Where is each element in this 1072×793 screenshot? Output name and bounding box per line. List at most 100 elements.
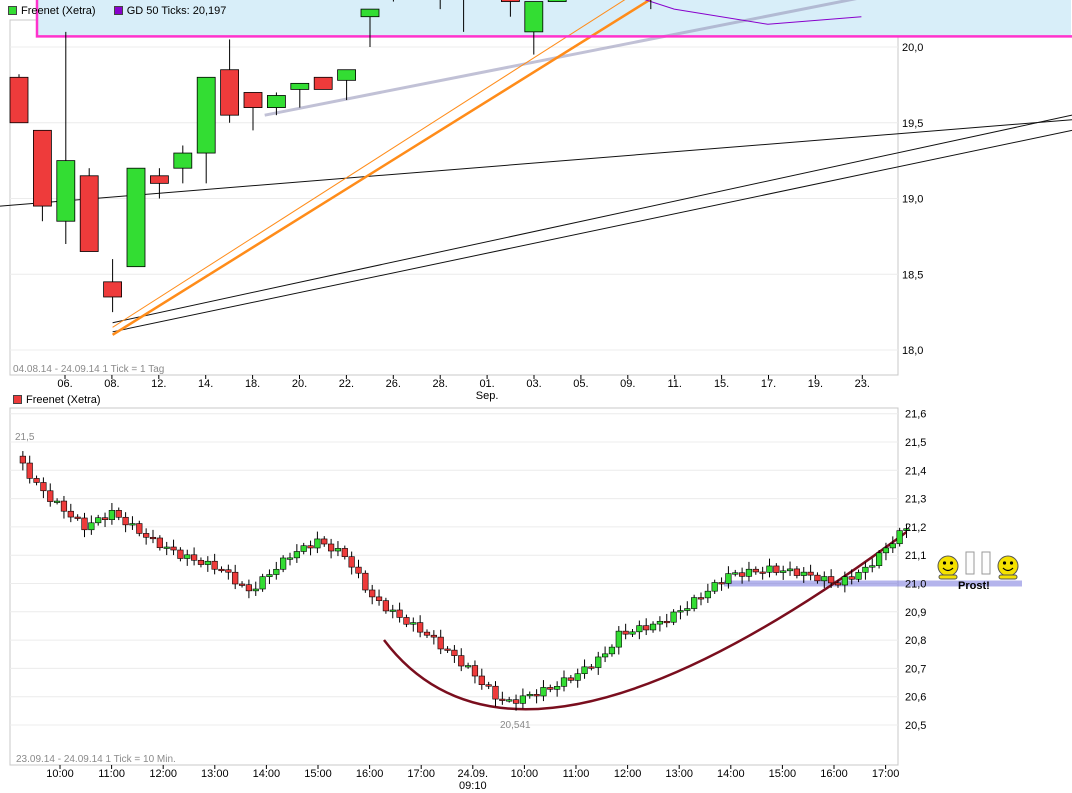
top-x-tick-label: 18. xyxy=(245,378,260,390)
min-value-label: 20,541 xyxy=(500,720,531,731)
bottom-candle xyxy=(567,674,574,684)
beer-glass-icon xyxy=(981,551,991,575)
bottom-candle xyxy=(464,662,472,669)
bottom-candle-body xyxy=(718,582,725,585)
bottom-candle xyxy=(608,644,616,657)
top-candle-body xyxy=(500,0,520,2)
bottom-candle-body xyxy=(403,617,410,625)
bottom-period-note: 23.09.14 - 24.09.14 1 Tick = 10 Min. xyxy=(16,754,176,765)
bottom-candle-body xyxy=(382,600,390,612)
bottom-candle-body xyxy=(369,589,376,598)
bottom-candle-body xyxy=(506,699,513,702)
top-candle xyxy=(500,0,520,17)
smiley-left-icon xyxy=(937,555,959,580)
bottom-candle-body xyxy=(622,630,629,635)
bottom-candle-body xyxy=(793,568,800,576)
bottom-candle-body xyxy=(567,677,574,681)
bottom-candle-body xyxy=(841,576,848,586)
bottom-y-tick-label: 21,0 xyxy=(905,579,926,591)
top-x-tick-label: 23. xyxy=(855,378,870,390)
neutral-level-band xyxy=(724,580,1022,587)
bottom-candle xyxy=(74,514,81,521)
bottom-candle-body xyxy=(766,565,773,573)
bottom-candle xyxy=(53,498,61,505)
bottom-x-tick-label: 10:00 xyxy=(46,768,74,780)
bottom-candle-body xyxy=(81,517,88,531)
top-y-tick-label: 20,0 xyxy=(902,42,923,54)
bottom-candle-body xyxy=(485,684,492,687)
bottom-candle-body xyxy=(280,557,287,570)
bottom-candle xyxy=(834,580,842,588)
smiley-mouth xyxy=(942,567,954,572)
bottom-candle xyxy=(40,477,47,499)
bottom-candle-body xyxy=(670,611,677,623)
bottom-candle-body xyxy=(211,560,218,570)
bottom-candle xyxy=(711,579,718,595)
bottom-candle-body xyxy=(396,609,403,618)
top-candle-body xyxy=(313,76,333,90)
beer-glass-icon xyxy=(965,551,975,575)
bottom-candle xyxy=(704,583,711,603)
bottom-candle xyxy=(807,564,814,581)
bottom-candle-body xyxy=(780,570,787,573)
bottom-candle xyxy=(163,541,170,556)
bottom-candle xyxy=(334,541,342,557)
top-candle-body xyxy=(196,76,216,154)
bottom-candle-body xyxy=(60,500,68,512)
bottom-candle xyxy=(519,688,526,709)
bottom-candle-body xyxy=(615,630,622,648)
bottom-candle xyxy=(875,549,883,569)
bottom-candle xyxy=(643,618,650,636)
bottom-candle-body xyxy=(417,622,424,633)
smiley-eye xyxy=(949,561,954,565)
bottom-candle-body xyxy=(245,584,253,592)
bottom-candle xyxy=(88,515,95,535)
bottom-candle xyxy=(800,567,807,583)
bottom-candle-body xyxy=(293,551,300,559)
bottom-candle-body xyxy=(232,571,239,585)
bottom-candle xyxy=(629,628,636,638)
bottom-candle-body xyxy=(122,516,129,526)
bottom-x-tick-label: 12:00 xyxy=(149,768,177,780)
bottom-candle-body xyxy=(554,686,561,690)
bottom-candle-body xyxy=(471,665,479,677)
bottom-candle-body xyxy=(259,576,266,590)
bottom-candle xyxy=(403,614,410,628)
bottom-candle-body xyxy=(828,576,835,584)
bottom-candle xyxy=(697,592,705,606)
top-candle xyxy=(56,31,76,244)
bottom-x-tick-label: 10:00 xyxy=(511,768,539,780)
bottom-candle-body xyxy=(47,490,54,502)
bottom-candle xyxy=(232,564,239,590)
bottom-candle-body xyxy=(636,625,643,633)
bottom-candle-body xyxy=(697,597,705,600)
bottom-candle xyxy=(560,670,568,692)
top-x-tick-label: 11. xyxy=(667,378,681,390)
smiley-feet xyxy=(998,574,1018,580)
bottom-candle-body xyxy=(67,510,74,518)
bottom-candle-body xyxy=(74,516,81,519)
top-candle-body xyxy=(126,167,146,268)
bottom-candle-body xyxy=(663,620,670,624)
bottom-candle xyxy=(177,547,184,562)
legend-price-label: Freenet (Xetra) xyxy=(21,5,96,17)
bottom-candle-body xyxy=(458,655,465,667)
bottom-candle-body xyxy=(451,649,458,656)
bottom-candle xyxy=(684,601,691,616)
bottom-candle-body xyxy=(238,583,246,586)
bottom-candle xyxy=(478,668,485,690)
top-candle xyxy=(243,92,263,131)
bottom-candle-body xyxy=(588,666,595,669)
bottom-x-tick-label: 13:00 xyxy=(201,768,229,780)
bottom-candle-body xyxy=(177,549,184,559)
top-candle-body xyxy=(524,1,544,33)
bottom-candle xyxy=(375,589,383,606)
bottom-candle xyxy=(444,646,451,653)
top-candle xyxy=(313,76,333,90)
bottom-candle xyxy=(389,604,396,619)
bottom-candle xyxy=(841,571,848,593)
bottom-candle xyxy=(67,503,74,523)
bottom-y-tick-label: 21,1 xyxy=(905,550,926,562)
rounded-bottom-curve xyxy=(383,530,908,711)
bottom-candle xyxy=(348,551,355,575)
